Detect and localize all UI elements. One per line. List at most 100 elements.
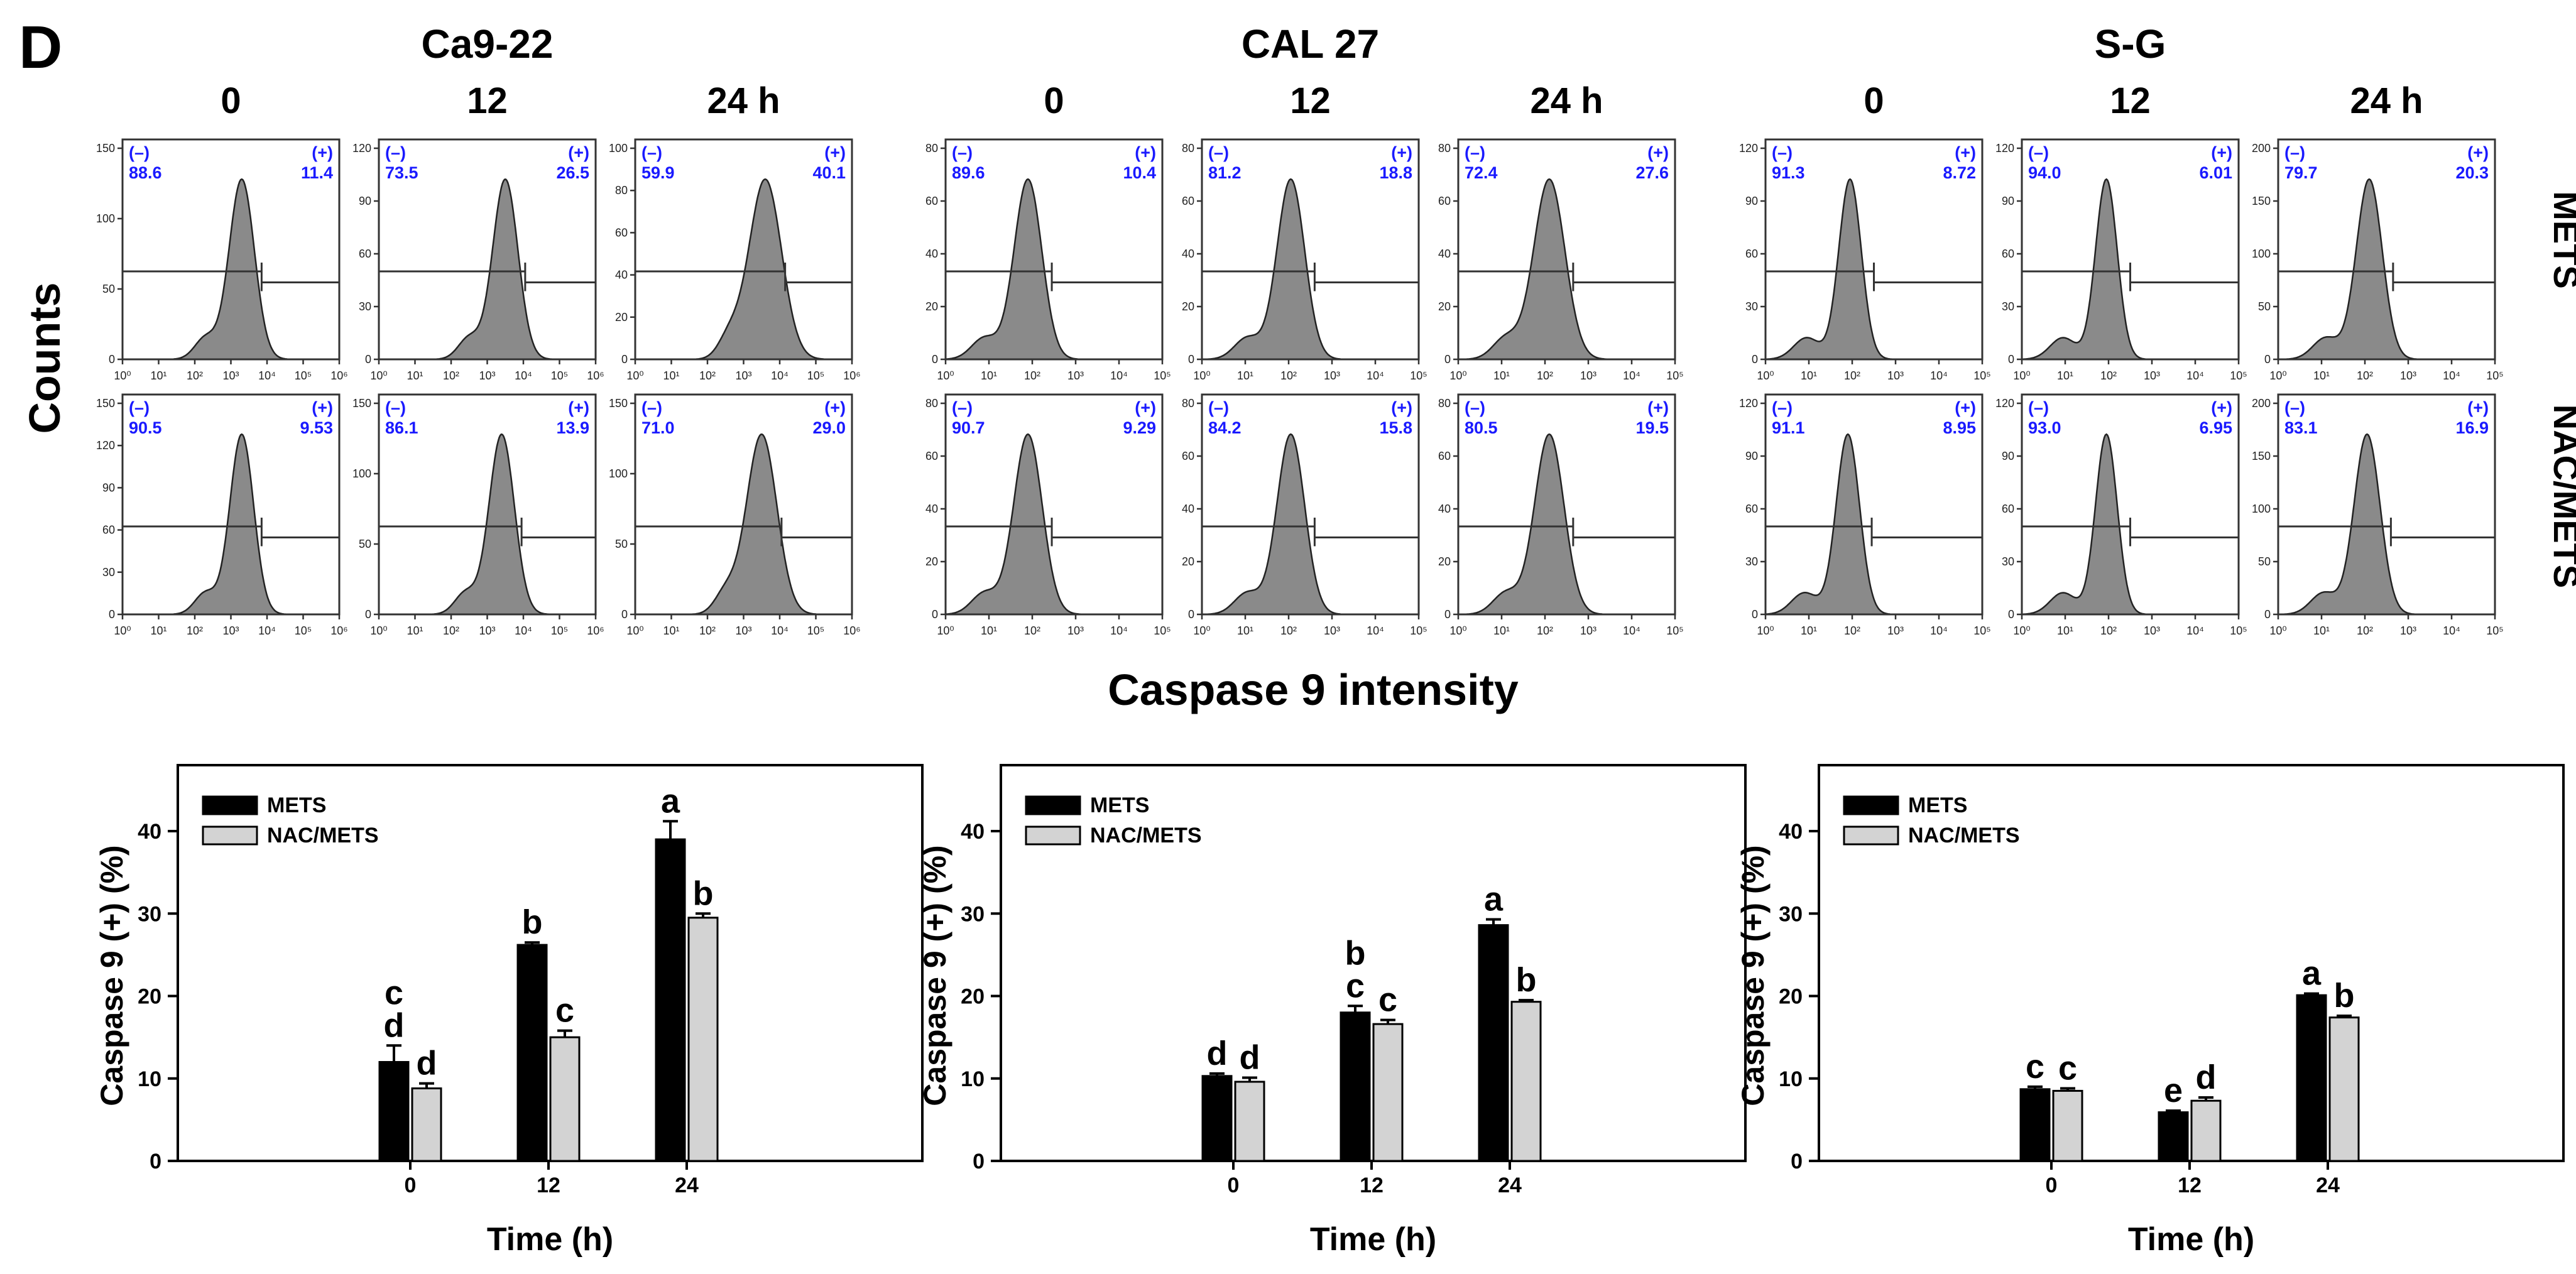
gate-pos-label: (+) [1647, 143, 1669, 162]
significance-letter: c [385, 974, 403, 1011]
x-tick-label: 10⁰ [1757, 369, 1774, 382]
y-tick-label: 30 [2002, 300, 2014, 313]
gate-neg-label: (–) [2028, 398, 2049, 417]
y-tick-label: 0 [973, 1150, 985, 1173]
flow-histogram-panel: (–)81.2 (+)18.8 0 20 40 60 80 10⁰ 10¹ 10² 10³ 10⁴ 10… [1182, 138, 1427, 382]
histogram-curve [1764, 433, 1982, 616]
histogram-frame [1457, 393, 1676, 616]
y-tick-label: 40 [1182, 503, 1194, 515]
gate-pos-label: (+) [1391, 143, 1412, 162]
histogram-curve [944, 433, 1162, 616]
percent-pos-value: 19.5 [1635, 418, 1669, 437]
histogram-frame [1201, 393, 1420, 616]
x-tick-label: 10⁵ [1154, 624, 1171, 637]
bar-mets [2296, 994, 2327, 1162]
y-tick-label: 0 [2008, 608, 2014, 621]
percent-neg-value: 89.6 [952, 163, 985, 182]
x-tick-label: 10⁴ [515, 624, 532, 637]
x-tick-label: 10² [1024, 624, 1040, 637]
bar-nac-mets [411, 1087, 442, 1162]
x-tick-label: 10¹ [1493, 369, 1510, 382]
flow-histogram-panel: (–)90.7 (+)9.29 0 20 40 60 80 10⁰ 10¹ 10² 10³ 10⁴ 10… [925, 393, 1171, 637]
y-tick-label: 20 [1182, 300, 1194, 313]
x-tick-label: 10⁰ [1449, 624, 1466, 637]
histogram-curve [2278, 178, 2495, 361]
flow-histogram-panel: (–)59.9 (+)40.1 0 20 40 60 80 100 10⁰ 10¹ 10² 10³ 10… [609, 138, 861, 382]
gate-neg-label: (–) [2284, 143, 2305, 162]
x-tick-label: 10⁴ [2443, 624, 2460, 637]
x-tick-label: 10⁵ [1666, 624, 1683, 637]
x-tick-label: 10⁰ [1193, 369, 1210, 382]
percent-neg-value: 79.7 [2284, 163, 2318, 182]
y-tick-label: 20 [961, 985, 985, 1009]
y-axis-label: Caspase 9 (+) (%) [94, 845, 129, 1106]
x-tick-label: 10² [699, 624, 716, 637]
legend-swatch [1025, 825, 1081, 846]
y-tick-label: 40 [925, 503, 938, 515]
y-tick-label: 0 [1752, 608, 1758, 621]
y-tick-label: 80 [1438, 397, 1451, 410]
histogram-frame [1764, 393, 1984, 616]
x-tick-label: 10⁶ [587, 369, 604, 382]
y-tick-label: 0 [1752, 353, 1758, 366]
legend-label: NAC/METS [1090, 824, 1202, 847]
percent-pos-value: 13.9 [556, 418, 589, 437]
y-tick-label: 80 [615, 184, 628, 197]
y-tick-label: 40 [1438, 503, 1451, 515]
histogram-frame [1457, 138, 1676, 361]
x-tick-label: 10⁵ [295, 369, 312, 382]
y-tick-label: 100 [2252, 248, 2271, 260]
y-tick-label: 50 [359, 538, 371, 550]
x-tick-label: 10¹ [407, 624, 423, 637]
x-tick-label: 10² [699, 369, 716, 382]
x-tick-label: 10⁰ [370, 369, 387, 382]
gate-pos-label: (+) [2467, 398, 2489, 417]
x-tick-label: 10³ [735, 624, 751, 637]
legend-swatch [1843, 795, 1899, 815]
y-tick-label: 100 [96, 212, 115, 225]
x-tick-label: 10⁵ [551, 624, 568, 637]
x-tick-label: 10⁴ [1110, 369, 1128, 382]
x-tick-label: 10⁴ [1367, 369, 1384, 382]
legend-label: METS [267, 793, 326, 817]
y-tick-label: 80 [1438, 142, 1451, 155]
x-tick-label: 10² [1537, 624, 1553, 637]
y-tick-label: 120 [1995, 142, 2014, 155]
y-tick-label: 200 [2252, 397, 2271, 410]
gate-neg-label: (–) [641, 398, 662, 417]
x-tick-label: 10⁴ [1110, 624, 1128, 637]
histogram-curve [1201, 178, 1419, 361]
x-tick-label: 0 [405, 1173, 417, 1197]
x-tick-label: 10² [1280, 624, 1297, 637]
gate-pos-label: (+) [1135, 143, 1156, 162]
significance-letter: a [2302, 955, 2322, 993]
x-tick-label: 10¹ [407, 369, 423, 382]
x-tick-label: 10² [2357, 624, 2373, 637]
x-tick-label: 10³ [1324, 369, 1340, 382]
x-tick-label: 10¹ [2313, 624, 2330, 637]
x-tick-label: 10⁰ [370, 624, 387, 637]
x-tick-label: 10⁵ [2230, 624, 2247, 637]
significance-letter: e [2164, 1072, 2183, 1109]
x-tick-label: 10⁰ [1193, 624, 1210, 637]
y-tick-label: 0 [1444, 353, 1451, 366]
y-tick-label: 90 [102, 481, 115, 494]
significance-letter: b [2334, 977, 2355, 1015]
x-tick-label: 10² [1537, 369, 1553, 382]
y-tick-label: 50 [102, 283, 115, 295]
row-label-mets: METS [2546, 191, 2576, 289]
y-axis-label: Caspase 9 (+) (%) [917, 845, 952, 1106]
y-tick-label: 20 [138, 985, 161, 1009]
histogram-frame [2021, 138, 2240, 361]
x-tick-label: 24 [675, 1173, 699, 1197]
x-tick-label: 10⁰ [2013, 369, 2030, 382]
y-tick-label: 90 [1745, 450, 1758, 462]
bar-nac-mets [1372, 1023, 1404, 1162]
x-tick-label: 10⁴ [771, 624, 789, 637]
row-label-nac-mets: NAC/METS [2546, 405, 2576, 588]
x-tick-label: 10³ [479, 624, 495, 637]
gate-pos-label: (+) [1135, 398, 1156, 417]
histogram-frame [2277, 393, 2496, 616]
